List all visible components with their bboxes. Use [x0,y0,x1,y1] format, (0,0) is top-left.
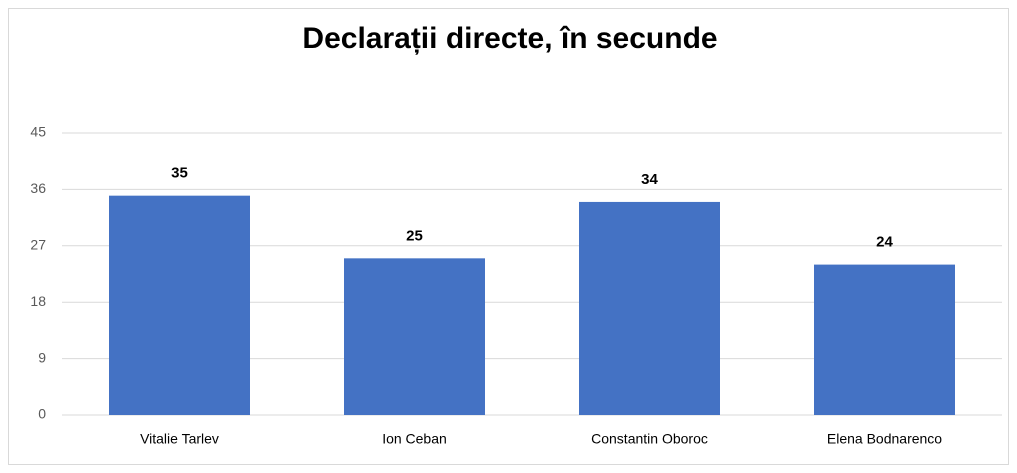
x-tick-label: Vitalie Tarlev [140,431,219,447]
y-tick-label: 0 [38,406,46,422]
chart-title: Declarații directe, în secunde [302,22,717,55]
y-tick-label: 45 [30,124,46,140]
value-label: 34 [641,171,658,188]
value-label: 24 [876,234,893,251]
y-tick-label: 27 [30,237,46,253]
bar [814,264,955,415]
bar [109,195,250,415]
x-tick-label: Constantin Oboroc [591,431,708,447]
y-tick-label: 9 [38,349,46,365]
y-tick-label: 36 [30,180,46,196]
value-label: 35 [171,165,188,182]
y-tick-label: 18 [30,293,46,309]
value-label: 25 [406,227,423,244]
x-tick-label: Ion Ceban [382,431,447,447]
x-tick-label: Elena Bodnarenco [827,431,942,447]
bar [579,201,720,415]
bar [344,258,485,415]
